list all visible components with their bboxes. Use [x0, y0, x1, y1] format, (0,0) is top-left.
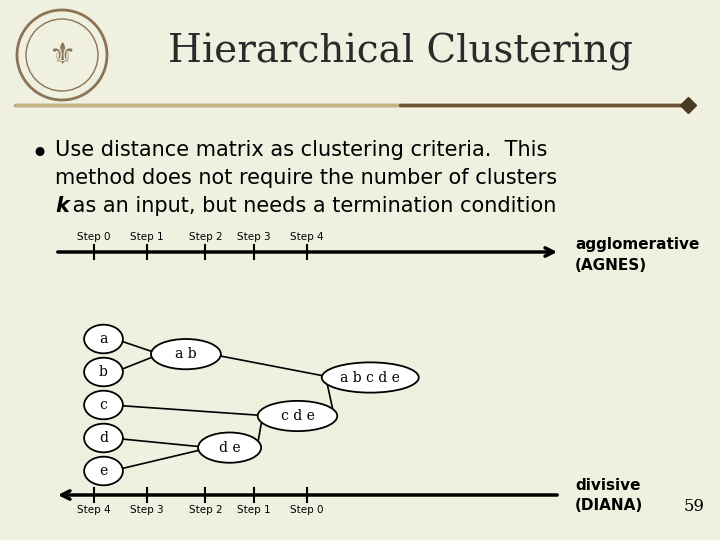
Text: •: • — [30, 140, 48, 169]
Text: divisive: divisive — [575, 477, 641, 492]
Text: Step 3: Step 3 — [130, 505, 164, 515]
Text: Step 4: Step 4 — [290, 232, 324, 242]
Text: Step 2: Step 2 — [189, 505, 222, 515]
Text: Step 2: Step 2 — [189, 232, 222, 242]
Text: d: d — [99, 431, 108, 445]
Text: d e: d e — [219, 441, 240, 455]
Ellipse shape — [151, 339, 221, 369]
Text: a: a — [99, 332, 108, 346]
Text: Step 1: Step 1 — [237, 505, 271, 515]
Text: (DIANA): (DIANA) — [575, 497, 643, 512]
Ellipse shape — [84, 424, 123, 453]
Text: 59: 59 — [684, 498, 705, 515]
Text: ⚜: ⚜ — [48, 40, 76, 70]
Text: Step 0: Step 0 — [77, 232, 111, 242]
Ellipse shape — [258, 401, 337, 431]
Ellipse shape — [84, 457, 123, 485]
Ellipse shape — [198, 433, 261, 463]
Ellipse shape — [84, 325, 123, 353]
Text: a b: a b — [175, 347, 197, 361]
Text: c d e: c d e — [281, 409, 315, 423]
Text: Step 4: Step 4 — [77, 505, 111, 515]
Ellipse shape — [84, 391, 123, 419]
Text: Step 0: Step 0 — [290, 505, 324, 515]
Text: Step 1: Step 1 — [130, 232, 164, 242]
Text: Use distance matrix as clustering criteria.  This: Use distance matrix as clustering criter… — [55, 140, 547, 160]
Text: Step 3: Step 3 — [237, 232, 271, 242]
Text: method does not require the number of clusters: method does not require the number of cl… — [55, 168, 557, 188]
Ellipse shape — [84, 357, 123, 386]
Text: (AGNES): (AGNES) — [575, 259, 647, 273]
Text: a b c d e: a b c d e — [341, 370, 400, 384]
Text: e: e — [99, 464, 107, 478]
Text: as an input, but needs a termination condition: as an input, but needs a termination con… — [66, 196, 557, 216]
Text: Hierarchical Clustering: Hierarchical Clustering — [168, 33, 632, 71]
Text: k: k — [55, 196, 69, 216]
Ellipse shape — [322, 362, 419, 393]
Text: b: b — [99, 365, 108, 379]
Text: c: c — [99, 398, 107, 412]
Text: agglomerative: agglomerative — [575, 237, 699, 252]
